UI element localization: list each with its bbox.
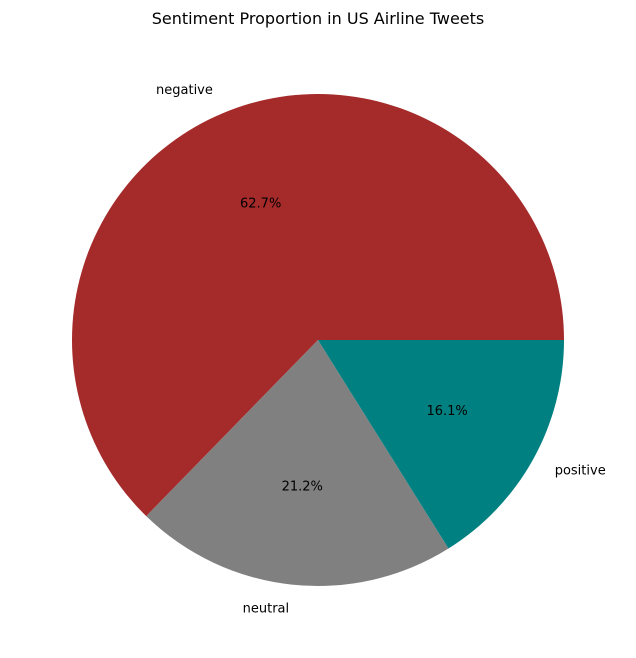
category-label-negative: negative [156,83,213,98]
pie-slice-positive [318,340,564,549]
pie-slice-neutral [146,340,449,586]
pie-slice-negative [72,93,564,517]
category-label-positive: positive [555,464,606,479]
percentage-label-positive: 16.1% [426,404,467,419]
category-label-neutral: neutral [243,602,290,617]
pie-slices [72,93,564,586]
percentage-labels: 62.7% 21.2% 16.1% [240,196,468,494]
chart-title: Sentiment Proportion in US Airline Tweet… [152,9,485,28]
percentage-label-negative: 62.7% [240,196,281,211]
category-labels: negative neutral positive [156,83,606,616]
percentage-label-neutral: 21.2% [282,479,323,494]
